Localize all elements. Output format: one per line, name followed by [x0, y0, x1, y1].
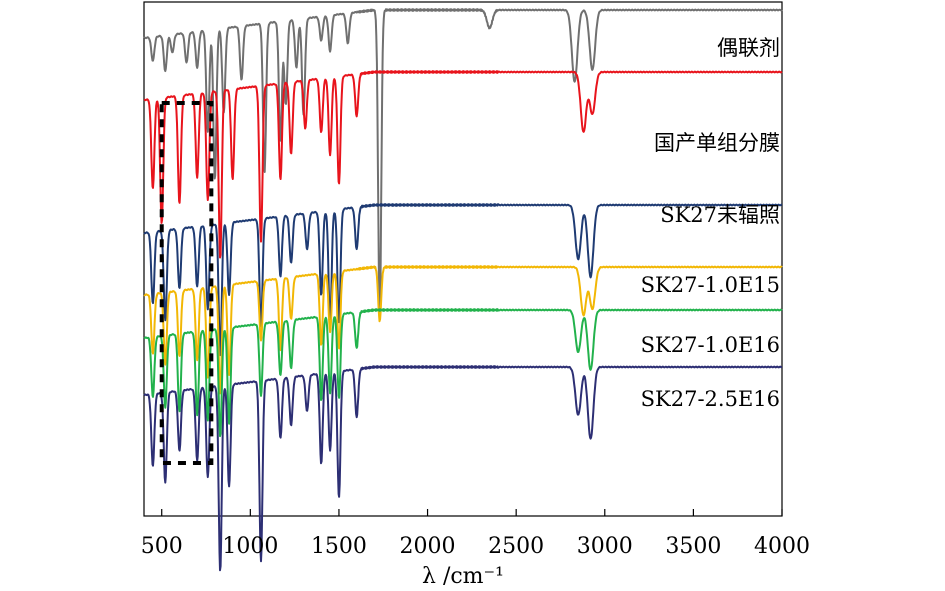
x-tick-label: 3000: [577, 534, 633, 559]
x-tick-label: 1500: [311, 534, 367, 559]
annotation-layer: [159, 101, 214, 465]
series-label: SK27-2.5E16: [641, 387, 780, 411]
series-label: SK27-1.0E15: [641, 273, 780, 297]
x-axis-label: λ /cm⁻¹: [422, 564, 504, 589]
series-lines: [143, 8, 783, 572]
series-line: [143, 265, 783, 395]
plot-frame: [143, 1, 783, 517]
dashed-highlight-box: [159, 101, 214, 465]
series-label: SK27-1.0E16: [641, 333, 780, 357]
series-line: [143, 365, 783, 572]
series-line: [143, 308, 783, 438]
series-line: [143, 203, 783, 357]
x-tick-label: 500: [141, 534, 183, 559]
x-tick-label: 3500: [665, 534, 721, 559]
series-label: 国产单组分膜: [654, 131, 780, 155]
x-tick-label: 2000: [400, 534, 456, 559]
series-line: [143, 8, 783, 321]
x-tick-label: 2500: [488, 534, 544, 559]
x-tick-label: 4000: [754, 534, 810, 559]
series-label: 偶联剂: [717, 36, 780, 60]
x-axis: 500 1000 1500 2000 2500 3000 3500 4000: [141, 509, 810, 559]
series-line: [143, 70, 783, 259]
series-label: SK27未辐照: [660, 203, 780, 227]
x-tick-label: 1000: [222, 534, 278, 559]
